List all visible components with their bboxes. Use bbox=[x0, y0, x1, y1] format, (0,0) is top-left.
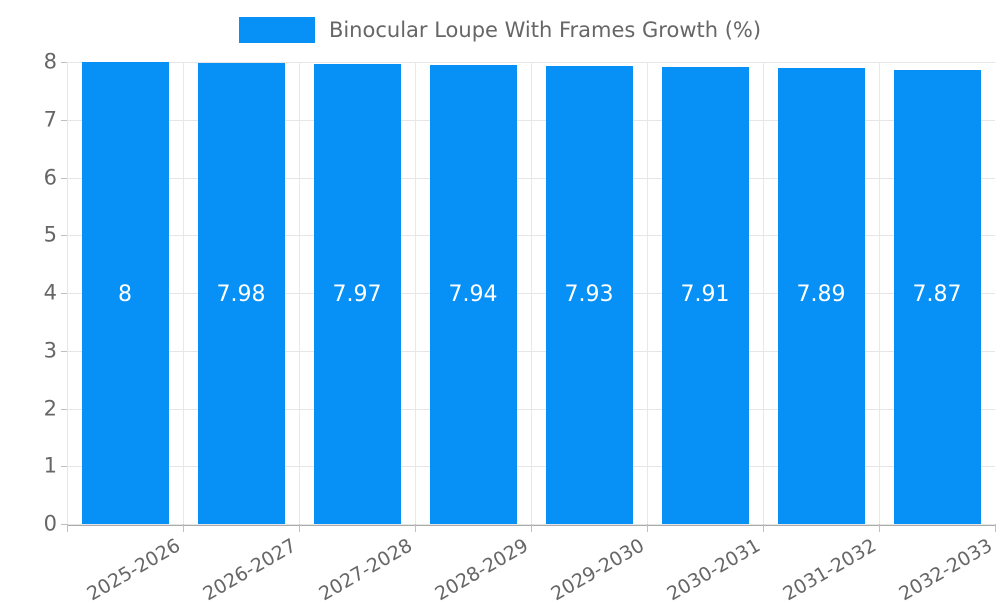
y-axis-tick-label: 7 bbox=[43, 107, 57, 132]
y-axis-tick-mark bbox=[61, 524, 68, 525]
bar[interactable] bbox=[81, 62, 169, 524]
x-axis-tick-mark bbox=[67, 524, 68, 532]
x-axis-tick-label: 2028-2029 bbox=[431, 534, 533, 605]
gridline-vertical bbox=[531, 62, 532, 524]
y-axis-tick-label: 3 bbox=[43, 338, 57, 363]
x-axis-tick-label: 2031-2032 bbox=[779, 534, 881, 605]
x-axis-tick-label: 2029-2030 bbox=[547, 534, 649, 605]
x-axis-tick-mark bbox=[647, 524, 648, 532]
y-axis-tick-mark bbox=[61, 350, 68, 352]
y-axis-tick-label: 6 bbox=[43, 165, 57, 189]
y-axis-tick-label: 2 bbox=[43, 396, 57, 420]
gridline-vertical bbox=[415, 62, 416, 524]
bar-group[interactable]: 8 bbox=[81, 62, 169, 524]
gridline-vertical bbox=[879, 62, 880, 524]
x-axis-tick-mark bbox=[995, 524, 996, 532]
bar-group[interactable]: 7.97 bbox=[313, 62, 401, 524]
legend-item-binocular-loupe-with-frames-growth[interactable]: Binocular Loupe With Frames Growth (%) bbox=[238, 17, 762, 43]
bar[interactable] bbox=[313, 63, 401, 524]
x-axis-tick-label: 2025-2026 bbox=[83, 534, 185, 605]
x-axis-tick-label: 2030-2031 bbox=[663, 534, 765, 605]
legend-item-label: Binocular Loupe With Frames Growth (%) bbox=[328, 17, 762, 42]
bar[interactable] bbox=[893, 69, 981, 524]
x-axis-tick-mark bbox=[183, 524, 184, 532]
y-axis-tick-mark bbox=[61, 119, 68, 121]
x-axis-tick-label: 2026-2027 bbox=[199, 534, 301, 605]
chart-legend: Binocular Loupe With Frames Growth (%) bbox=[0, 14, 1000, 46]
y-axis-tick-label: 0 bbox=[43, 511, 57, 536]
y-axis-tick-mark bbox=[61, 62, 68, 63]
y-axis-tick-mark bbox=[61, 408, 68, 410]
x-axis-tick-mark bbox=[879, 524, 880, 532]
gridline-vertical bbox=[763, 62, 764, 524]
x-axis-tick-label: 2032-2033 bbox=[895, 534, 997, 605]
bar-group[interactable]: 7.91 bbox=[661, 62, 749, 524]
y-axis-tick-label: 4 bbox=[43, 280, 57, 305]
x-axis-tick-mark bbox=[299, 524, 300, 532]
x-axis-tick-mark bbox=[763, 524, 764, 532]
x-axis-tick-mark bbox=[531, 524, 532, 532]
x-axis-tick-mark bbox=[415, 524, 416, 532]
bar[interactable] bbox=[777, 68, 865, 524]
gridline-vertical bbox=[67, 62, 68, 524]
gridline-vertical bbox=[299, 62, 300, 524]
bar[interactable] bbox=[429, 65, 517, 524]
bar-group[interactable]: 7.89 bbox=[777, 62, 865, 524]
y-axis-tick-labels: 0 1 2 3 4 5 6 7 8 bbox=[0, 0, 68, 600]
bar-series: 8 7.98 7.97 7.94 7.93 7.91 7.89 7.87 bbox=[67, 62, 995, 524]
bar-group[interactable]: 7.98 bbox=[197, 62, 285, 524]
y-axis-tick-mark bbox=[61, 177, 68, 179]
y-axis-tick-label: 5 bbox=[43, 222, 57, 247]
bar-group[interactable]: 7.93 bbox=[545, 62, 633, 524]
bar[interactable] bbox=[545, 66, 633, 524]
x-axis-tick-label: 2027-2028 bbox=[315, 534, 417, 605]
y-axis-tick-mark bbox=[61, 293, 68, 294]
bar[interactable] bbox=[197, 63, 285, 524]
plot-area: 8 7.98 7.97 7.94 7.93 7.91 7.89 7.87 bbox=[67, 62, 995, 525]
bar-group[interactable]: 7.94 bbox=[429, 62, 517, 524]
y-axis-tick-mark bbox=[61, 235, 68, 237]
bar-group[interactable]: 7.87 bbox=[893, 62, 981, 524]
y-axis-tick-label: 8 bbox=[43, 49, 57, 74]
gridline-vertical bbox=[647, 62, 648, 524]
legend-color-swatch-icon bbox=[238, 17, 315, 43]
bar[interactable] bbox=[661, 67, 749, 524]
gridline-vertical bbox=[183, 62, 184, 524]
y-axis-tick-label: 1 bbox=[43, 453, 57, 478]
y-axis-tick-mark bbox=[61, 466, 68, 468]
